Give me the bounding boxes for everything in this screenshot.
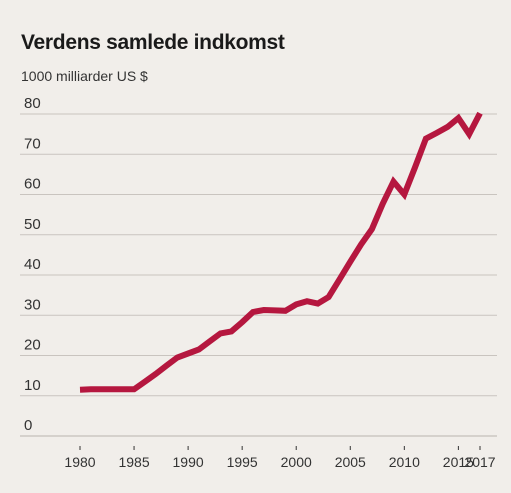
- y-tick-label: 50: [24, 216, 41, 233]
- series-group: [79, 111, 483, 393]
- x-tick-label: 1990: [173, 454, 204, 470]
- y-tick-label: 40: [24, 256, 41, 273]
- y-tick-label: 60: [24, 176, 41, 193]
- y-tick-label: 80: [24, 95, 41, 112]
- x-tick-label: 2010: [389, 454, 420, 470]
- x-tick-label: 2015: [443, 454, 474, 470]
- x-tick-label: 1980: [64, 454, 95, 470]
- y-tick-label: 30: [24, 296, 41, 313]
- x-tick-label: 2000: [281, 454, 312, 470]
- y-tick-labels: 0 10 20 30 40 50 60 70 80: [24, 95, 41, 434]
- y-tick-label: 70: [24, 135, 41, 152]
- x-tick-label: 1995: [227, 454, 258, 470]
- x-tick-label: 2005: [335, 454, 366, 470]
- y-tick-label: 0: [24, 417, 32, 434]
- y-axis-unit-label: 1000 milliarder US $: [21, 68, 148, 84]
- series-line: [79, 111, 483, 393]
- y-tick-label: 20: [24, 337, 41, 354]
- x-tick-label: 2017: [464, 454, 495, 470]
- chart-title: Verdens samlede indkomst: [21, 31, 285, 54]
- x-tick-label: 1985: [118, 454, 149, 470]
- y-tick-label: 10: [24, 377, 41, 394]
